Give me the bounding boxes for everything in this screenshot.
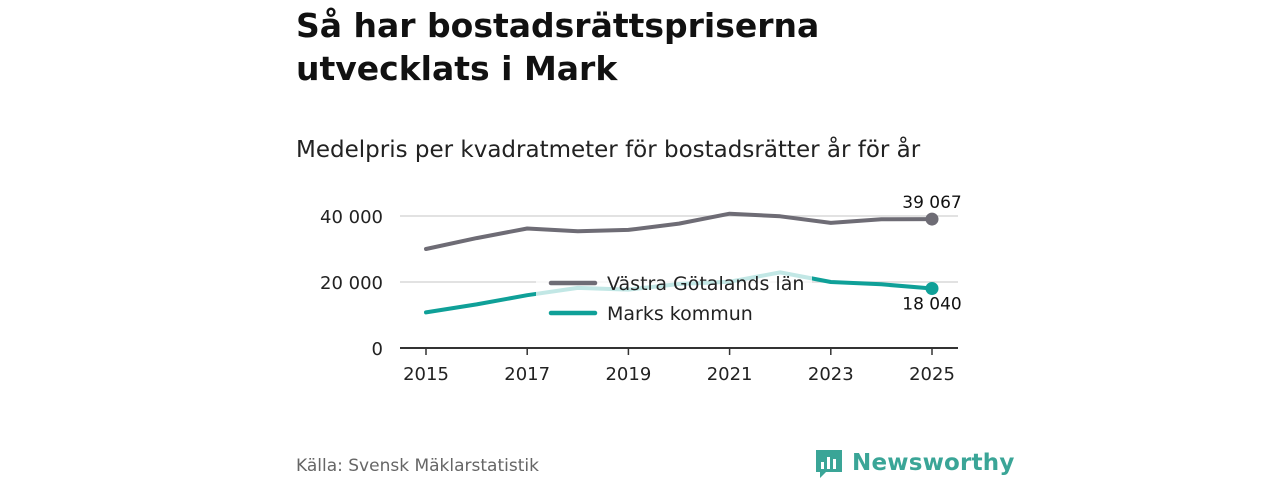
legend-label-vastra-gotalands-lan: Västra Götalands län <box>607 273 804 295</box>
end-label-vastra-gotalands-lan: 39 067 <box>902 193 961 213</box>
x-tick-label: 2021 <box>707 364 753 385</box>
x-tick-label: 2025 <box>909 364 955 385</box>
x-tick-label: 2019 <box>605 364 651 385</box>
source-note: Källa: Svensk Mäklarstatistik <box>296 456 539 476</box>
legend-label-marks-kommun: Marks kommun <box>607 303 753 325</box>
newsworthy-bar-chart-icon <box>816 450 842 478</box>
chart-subtitle: Medelpris per kvadratmeter för bostadsrä… <box>296 137 921 163</box>
newsworthy-logo: Newsworthy <box>814 446 1015 480</box>
y-tick-label: 20 000 <box>320 273 383 294</box>
end-label-marks-kommun: 18 040 <box>902 294 961 314</box>
series-line-vastra-gotalands-lan <box>424 211 934 251</box>
y-tick-label: 0 <box>372 339 383 360</box>
end-point-vastra-gotalands-lan <box>925 212 939 226</box>
brand-name: Newsworthy <box>852 450 1015 476</box>
x-tick-label: 2015 <box>403 364 449 385</box>
legend-background <box>536 265 812 331</box>
x-tick-label: 2017 <box>504 364 550 385</box>
chart-title: Så har bostadsrättspriserna utvecklats i… <box>296 6 820 88</box>
y-tick-label: 40 000 <box>320 207 383 228</box>
x-tick-label: 2023 <box>808 364 854 385</box>
end-point-marks-kommun <box>925 281 939 295</box>
